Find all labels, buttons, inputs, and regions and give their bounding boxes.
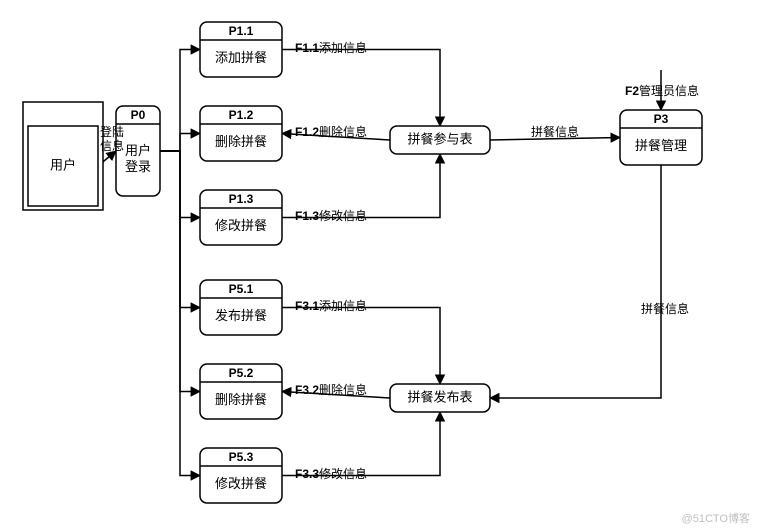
- node-p1_2: P1.2 删除拼餐: [200, 106, 282, 161]
- node-header-p0: P0: [131, 108, 146, 122]
- node-label-p5_3: 修改拼餐: [215, 476, 267, 491]
- edge-label-e_p51_pub: F3.1添加信息: [295, 298, 367, 313]
- watermark: @51CTO博客: [682, 511, 750, 525]
- edge-label-e_join_p12: F1.2删除信息: [295, 124, 367, 139]
- edge-e_p53_pub: [282, 412, 440, 476]
- node-user: 用户: [23, 102, 103, 210]
- edge-label-e_join_p3: 拼餐信息: [531, 124, 579, 139]
- edge-e_p0_p12: [160, 134, 200, 152]
- edge-e_p13_join: [282, 154, 440, 218]
- edge-label-e_p11_join: F1.1添加信息: [295, 40, 367, 55]
- edge-label-e_pub_p52: F3.2删除信息: [295, 382, 367, 397]
- node-label-p3: 拼餐管理: [635, 138, 687, 153]
- edge-label-e_p13_join: F1.3修改信息: [295, 208, 367, 223]
- edge-e_p11_join: [282, 50, 440, 127]
- node-tbl_join: 拼餐参与表: [390, 126, 490, 154]
- node-p5_3: P5.3 修改拼餐: [200, 448, 282, 503]
- node-label-p0: 用户登录: [125, 143, 151, 174]
- node-label-user: 用户: [50, 157, 76, 172]
- edge-e_p3_pub: [490, 165, 661, 398]
- node-p3: P3 拼餐管理: [620, 110, 702, 165]
- node-p5_2: P5.2 删除拼餐: [200, 364, 282, 419]
- edge-e_p0_p53: [160, 151, 200, 476]
- edge-label-e_user_p0: 登陆信息: [100, 124, 124, 153]
- node-p1_3: P1.3 修改拼餐: [200, 190, 282, 245]
- node-label-p5_2: 删除拼餐: [215, 392, 267, 407]
- node-header-p5_1: P5.1: [229, 282, 254, 296]
- node-label-tbl_join: 拼餐参与表: [407, 131, 472, 146]
- node-label-p1_2: 删除拼餐: [215, 134, 267, 149]
- node-header-p3: P3: [654, 112, 669, 126]
- node-header-p1_2: P1.2: [229, 108, 254, 122]
- node-header-p5_2: P5.2: [229, 366, 254, 380]
- node-p5_1: P5.1 发布拼餐: [200, 280, 282, 335]
- edge-label-e_admin_p3: F2管理员信息: [625, 83, 699, 98]
- edge-e_p51_pub: [282, 308, 440, 385]
- node-label-tbl_pub: 拼餐发布表: [407, 389, 472, 404]
- node-label-p5_1: 发布拼餐: [215, 308, 267, 323]
- node-header-p5_3: P5.3: [229, 450, 254, 464]
- edge-label-e_p53_pub: F3.3修改信息: [295, 466, 367, 481]
- node-header-p1_1: P1.1: [229, 24, 254, 38]
- node-label-p1_3: 修改拼餐: [215, 218, 267, 233]
- node-header-p1_3: P1.3: [229, 192, 254, 206]
- node-tbl_pub: 拼餐发布表: [390, 384, 490, 412]
- node-label-p1_1: 添加拼餐: [215, 50, 267, 65]
- edge-label-e_p3_pub: 拼餐信息: [641, 301, 689, 316]
- node-p1_1: P1.1 添加拼餐: [200, 22, 282, 77]
